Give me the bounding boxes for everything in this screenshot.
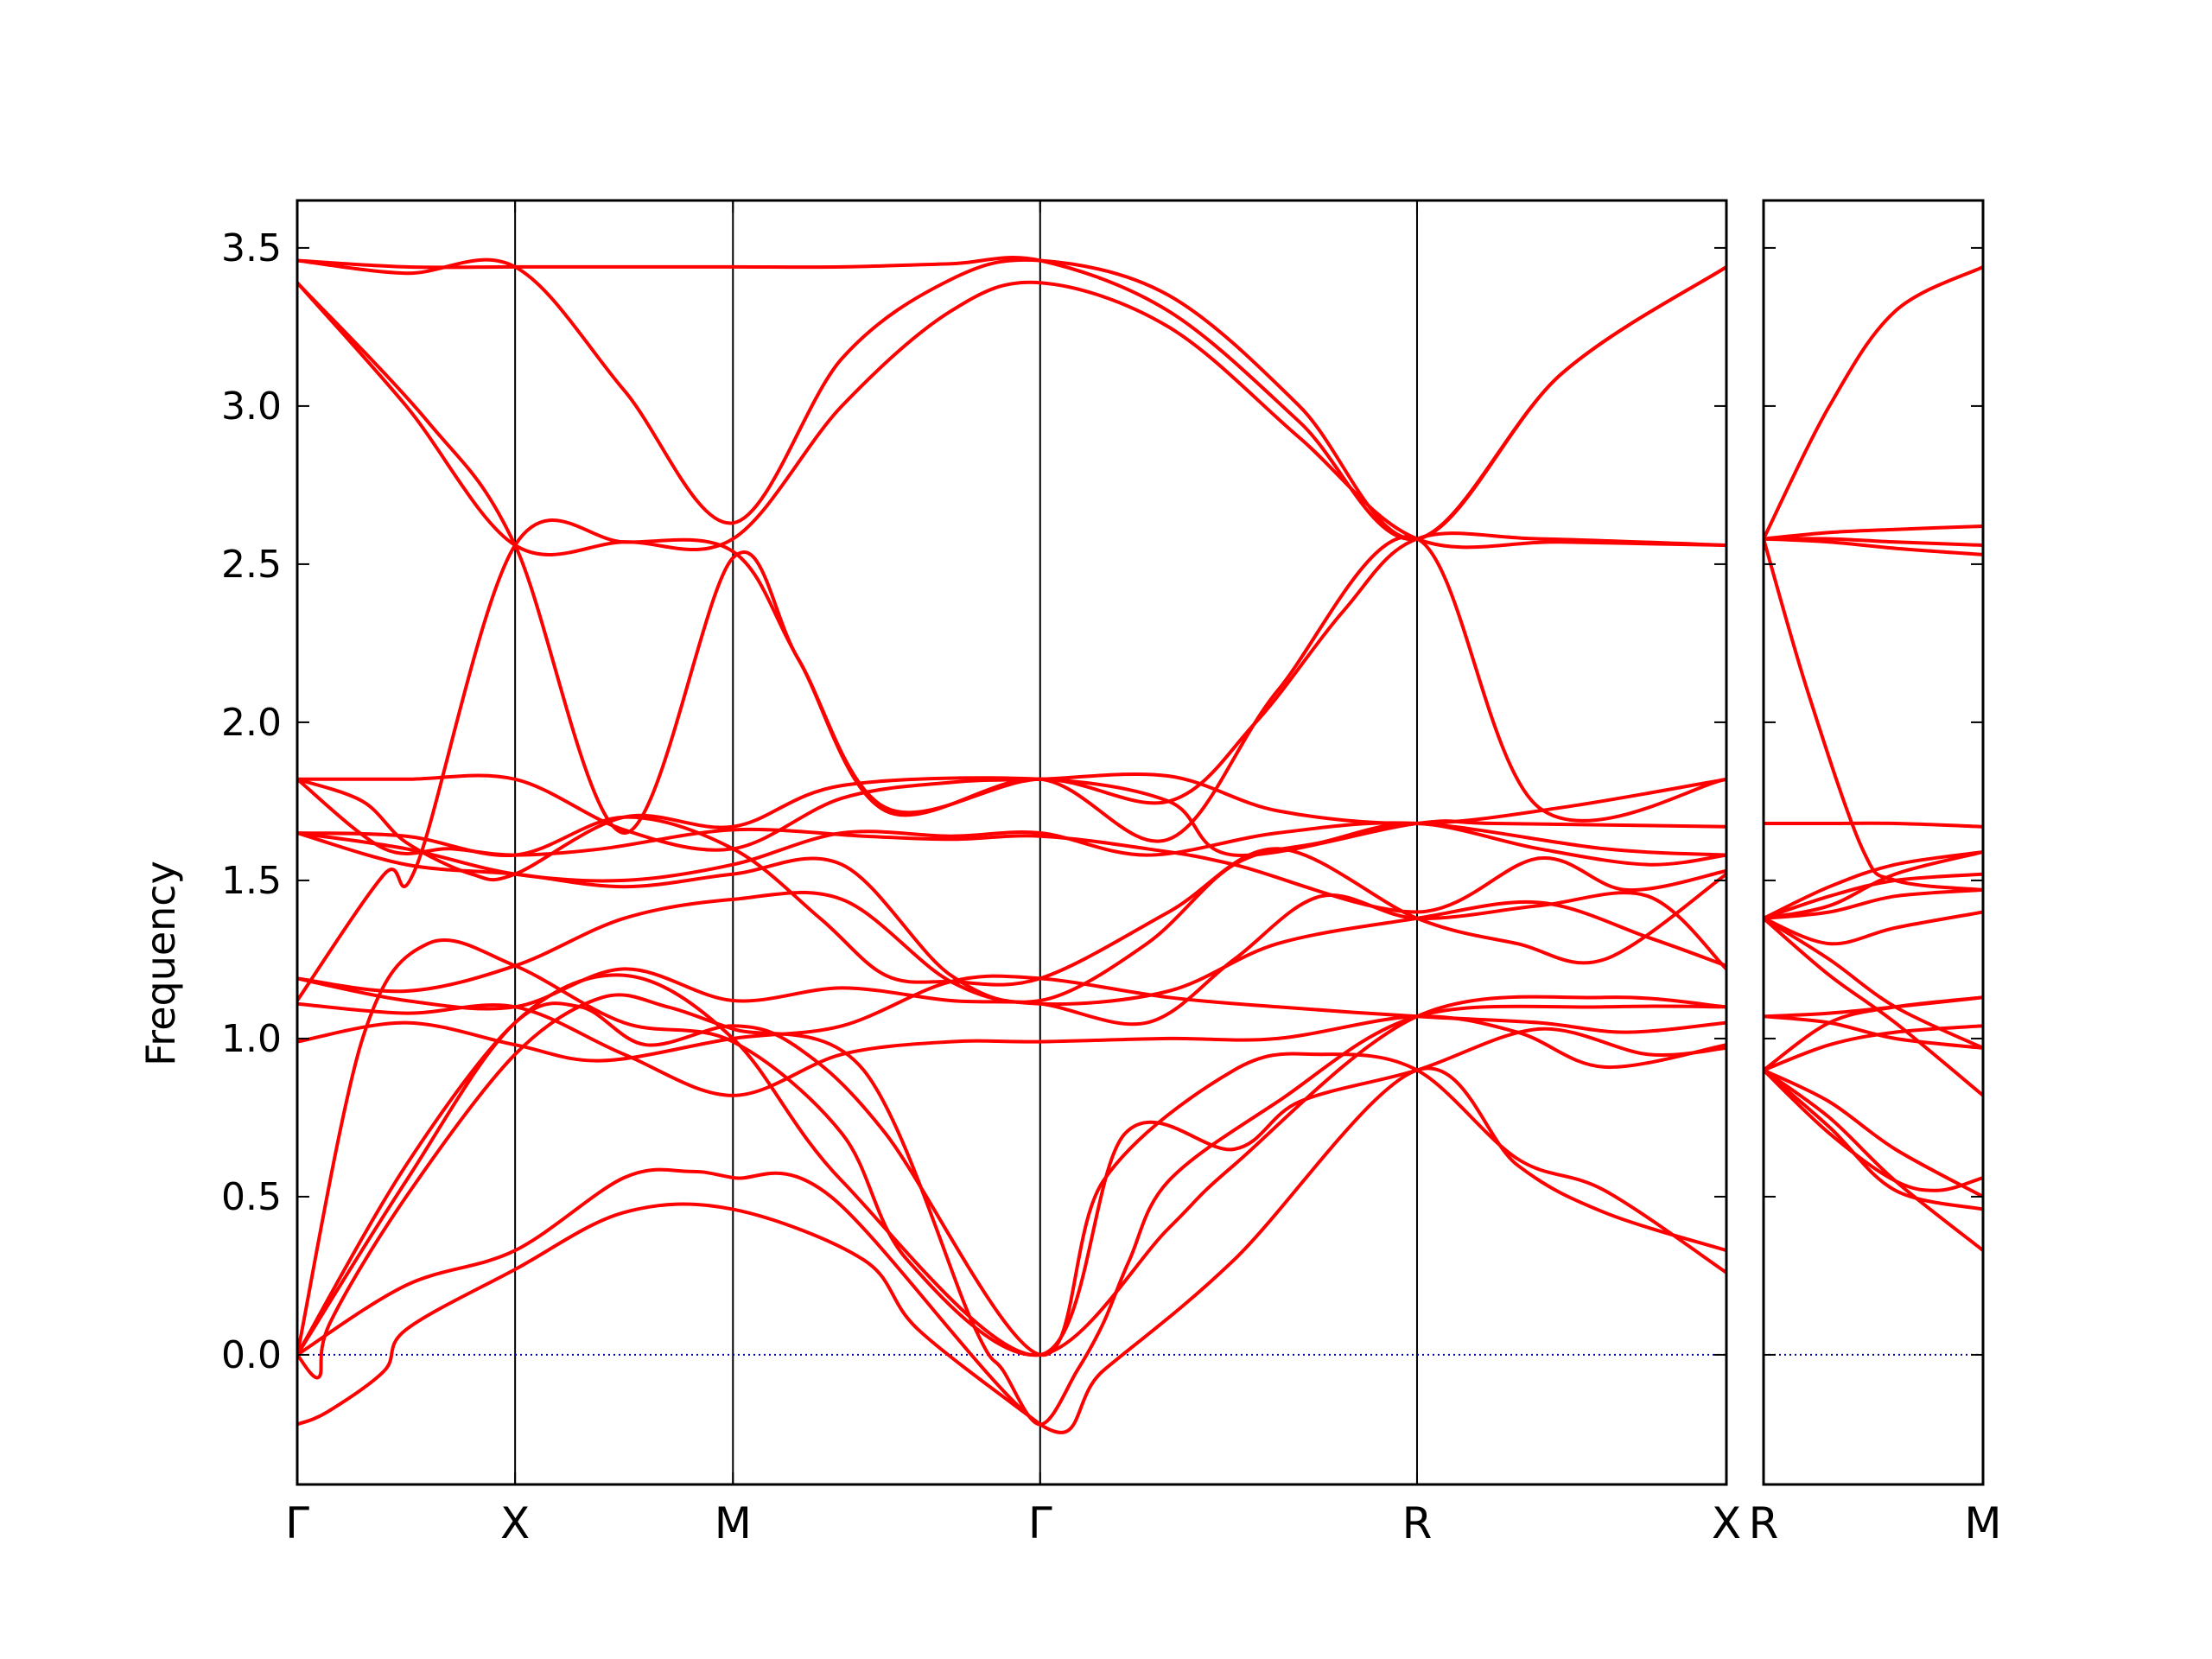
band-line-6: [297, 974, 1726, 1063]
x-tick-label: Γ: [285, 1498, 309, 1548]
band-line-18: [297, 256, 1726, 542]
band-line-20: [297, 280, 1726, 556]
y-tick-label: 0.0: [221, 1333, 282, 1377]
band-line-9: [297, 891, 1726, 1027]
band-line-15: [297, 821, 1726, 883]
band-line-3: [1764, 1068, 1983, 1198]
band-line-18: [1764, 537, 1983, 547]
plot-frame: [296, 199, 1728, 1486]
y-axis-label: Frequency: [137, 861, 184, 1066]
x-tick-label: M: [1964, 1498, 2001, 1548]
band-line-10: [1764, 910, 1983, 946]
y-tick-label: 3.0: [221, 385, 282, 429]
band-line-7: [297, 1001, 1726, 1097]
x-tick-label: X: [1712, 1498, 1741, 1548]
band-line-16: [1764, 537, 1983, 892]
band-line-20: [1764, 264, 1983, 541]
band-line-19: [297, 257, 1726, 541]
bands-group: [297, 256, 1726, 1434]
y-tick-label: 2.0: [221, 701, 282, 745]
band-line-6: [1764, 1014, 1983, 1050]
main-panel: 0.0 0.5 1.0 1.5 2.0 2.5 3.0 3.5 Γ X M Γ R X: [221, 199, 1741, 1548]
band-line-4: [1764, 1024, 1983, 1072]
band-line-9: [1764, 916, 1983, 1050]
y-tick-label: 2.5: [221, 543, 282, 587]
band-line-7: [1764, 995, 1983, 1019]
band-line-2: [297, 1066, 1726, 1434]
band-line-19: [1764, 524, 1983, 541]
y-tick-label: 1.5: [221, 859, 282, 903]
y-tick-label: 1.0: [221, 1017, 282, 1061]
band-line-17: [297, 281, 1726, 836]
band-line-12: [1764, 850, 1983, 920]
x-tick-label: X: [500, 1498, 530, 1548]
band-line-0: [297, 1202, 1042, 1427]
y-tick-label: 3.5: [221, 226, 282, 270]
band-line-11: [297, 815, 1726, 987]
band-line-14: [297, 776, 1726, 882]
band-line-2: [1764, 1068, 1983, 1192]
plot-frame: [1762, 199, 1985, 1486]
band-line-0: [1764, 1068, 1983, 1253]
x-tick-label: R: [1402, 1498, 1433, 1548]
band-line-8: [1764, 916, 1983, 1097]
band-line-14: [1764, 850, 1983, 920]
band-line-12: [297, 777, 1726, 914]
y-tick-label: 0.5: [221, 1175, 282, 1219]
band-line-16: [297, 518, 1726, 1002]
x-tick-label: Γ: [1028, 1498, 1052, 1548]
band-line-15: [1764, 821, 1983, 829]
band-line-13: [1764, 887, 1983, 920]
band-line-5: [297, 938, 1726, 1357]
band-line-1: [297, 993, 1726, 1427]
x-tick-label: R: [1749, 1498, 1779, 1548]
x-tick-label: M: [715, 1498, 752, 1548]
band-line-1: [1764, 1068, 1983, 1211]
bands-group: [1764, 264, 1983, 1253]
